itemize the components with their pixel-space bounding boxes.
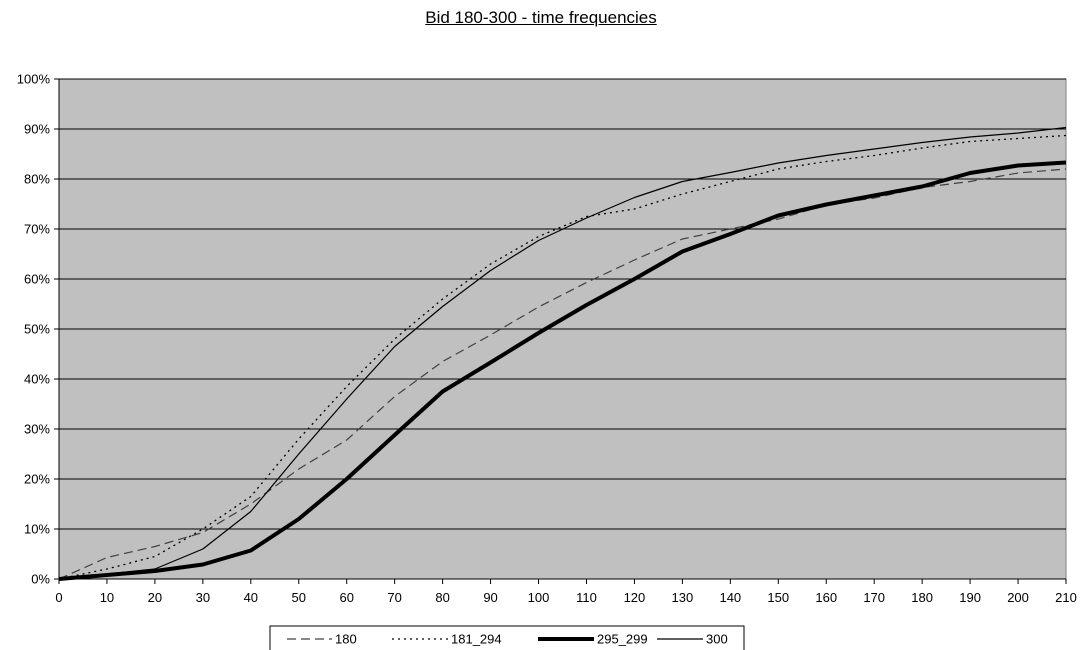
y-tick-label: 60% (24, 272, 50, 287)
x-tick-label: 130 (672, 590, 694, 605)
y-tick-label: 40% (24, 372, 50, 387)
x-tick-label: 180 (911, 590, 933, 605)
x-tick-label: 170 (863, 590, 885, 605)
x-axis-ticks: 0 10 20 30 40 50 60 70 80 90 100 110 120 130 140 150 160… (55, 579, 1077, 605)
series-lines (58, 126, 1067, 581)
legend-label-180: 180 (335, 632, 357, 647)
x-tick-label: 50 (292, 590, 306, 605)
series-line-181_294 (58, 134, 1067, 580)
y-tick-label: 70% (24, 222, 50, 237)
y-tick-label: 10% (24, 522, 50, 537)
x-tick-label: 60 (339, 590, 353, 605)
x-tick-label: 120 (624, 590, 646, 605)
y-tick-label: 90% (24, 122, 50, 137)
legend-box (269, 625, 745, 650)
legend-label-181_294: 181_294 (451, 632, 502, 647)
x-tick-label: 0 (55, 590, 62, 605)
x-tick-label: 200 (1007, 590, 1029, 605)
x-tick-label: 20 (148, 590, 162, 605)
y-tick-label: 100% (17, 72, 51, 87)
x-tick-label: 210 (1055, 590, 1077, 605)
y-tick-label: 30% (24, 422, 50, 437)
series-line-295_299 (58, 160, 1067, 581)
x-tick-label: 100 (528, 590, 550, 605)
x-tick-label: 80 (435, 590, 449, 605)
x-tick-label: 70 (387, 590, 401, 605)
x-tick-label: 190 (959, 590, 981, 605)
y-tick-label: 0% (31, 572, 50, 587)
x-tick-label: 110 (576, 590, 597, 605)
x-tick-label: 150 (767, 590, 789, 605)
y-tick-label: 50% (24, 322, 50, 337)
chart-title: Bid 180-300 - time frequencies (425, 8, 657, 27)
x-tick-label: 90 (483, 590, 497, 605)
x-tick-label: 40 (244, 590, 258, 605)
y-axis-ticks: 0% 10% 20% 30% 40% 50% 60% 70% 80% 90% 100% (17, 72, 59, 587)
legend-label-295_299: 295_299 (597, 632, 648, 647)
x-tick-label: 140 (719, 590, 741, 605)
x-tick-label: 160 (815, 590, 837, 605)
legend: 180 181_294 295_299 300 (269, 625, 745, 650)
y-tick-label: 20% (24, 472, 50, 487)
x-tick-label: 30 (196, 590, 210, 605)
y-tick-label: 80% (24, 172, 50, 187)
x-tick-label: 10 (100, 590, 114, 605)
legend-label-300: 300 (706, 632, 728, 647)
series-line-300 (58, 126, 1067, 580)
